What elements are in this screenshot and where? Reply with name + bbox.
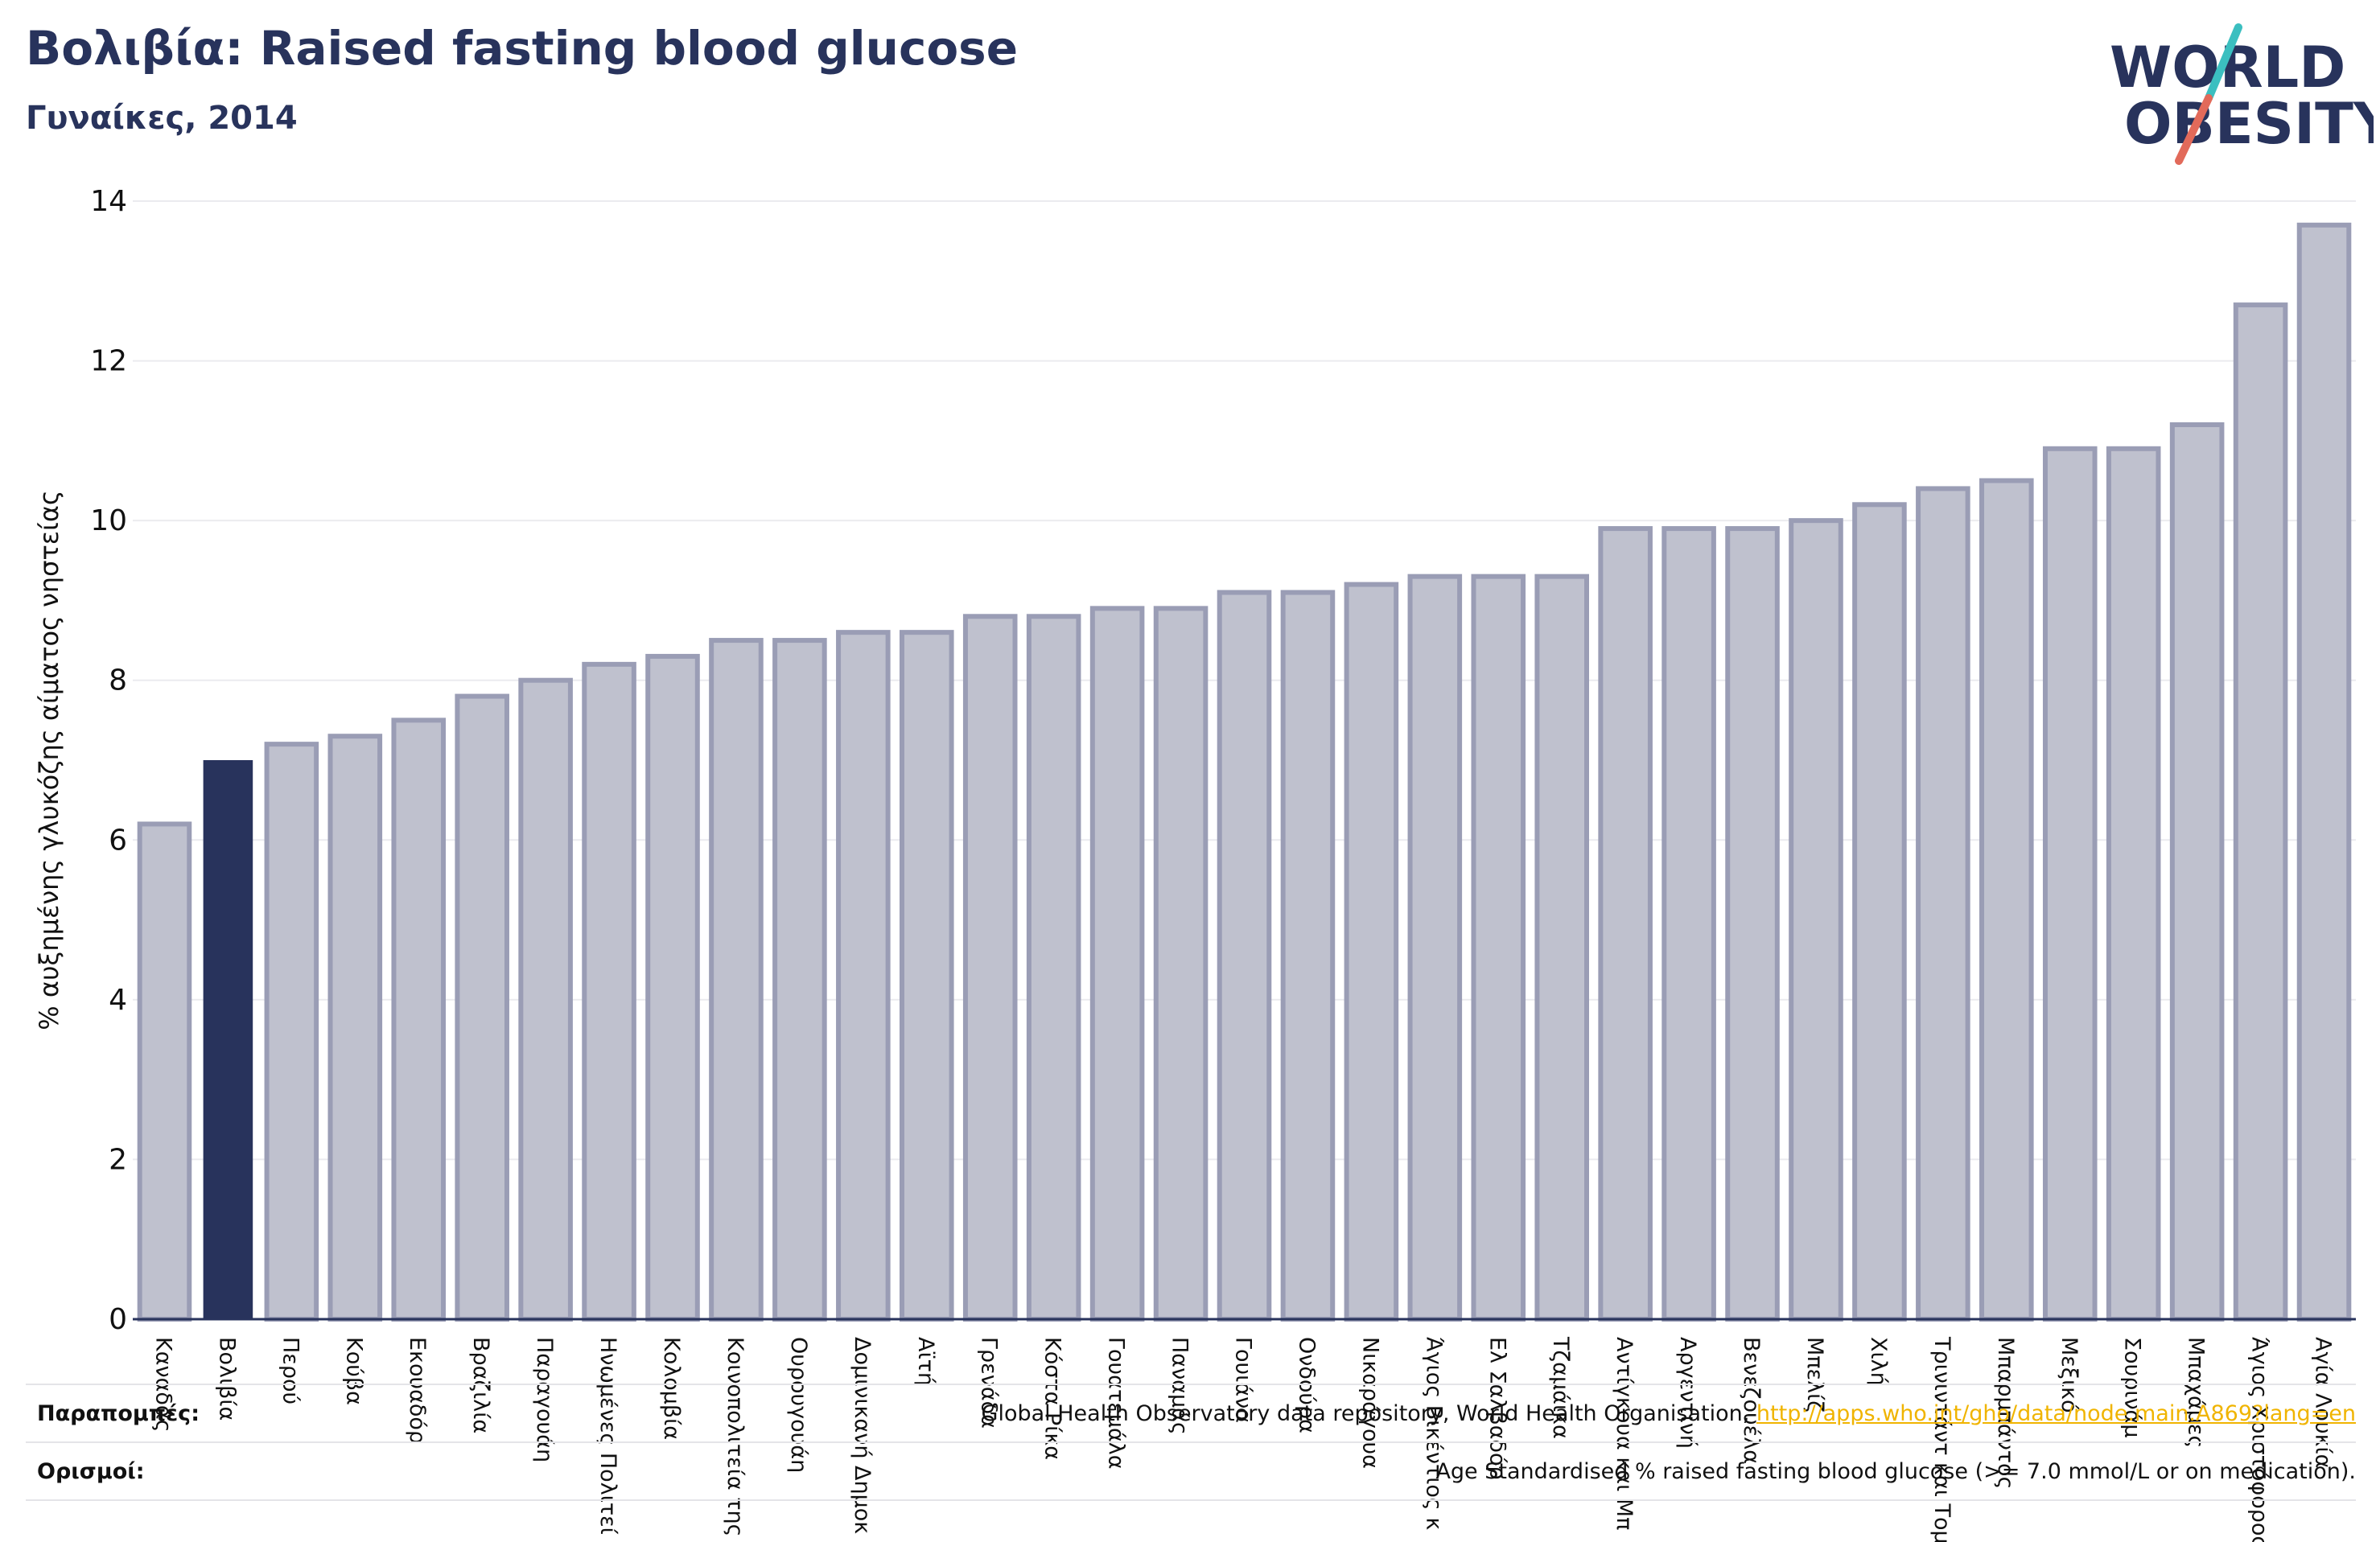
bar <box>1534 574 1590 1322</box>
x-tick-label: Περού <box>278 1337 303 1404</box>
bar <box>1661 526 1716 1322</box>
sources-label: Παραπομπές: <box>37 1401 200 1426</box>
chart-subtitle: Γυναίκες, 2014 <box>26 100 298 137</box>
x-tick-label: Αντίγκουα και Μπ <box>1612 1337 1637 1530</box>
bar <box>582 661 636 1322</box>
bar <box>836 630 891 1322</box>
x-tick-label: Μπαχάμες <box>2184 1337 2209 1448</box>
bar <box>1916 486 1970 1322</box>
bar <box>1852 502 1907 1322</box>
bar <box>899 630 954 1322</box>
logo-slash-bottom <box>2175 94 2213 165</box>
x-tick-label: Γουιάνα <box>1231 1337 1256 1423</box>
bar <box>1344 582 1399 1322</box>
bar <box>203 760 253 1319</box>
y-tick-label: 2 <box>109 1143 127 1176</box>
sources-text: Global Health Observatory data repositor… <box>981 1401 1756 1426</box>
x-tick-label: Παναμάς <box>1167 1337 1192 1435</box>
x-tick-label: Άγιος Χριστόφορος <box>2247 1337 2272 1542</box>
x-tick-label: Μπαρμπάντος <box>1993 1337 2018 1489</box>
bar <box>137 821 192 1322</box>
sources-row: Παραπομπές: Global Health Observatory da… <box>26 1384 2356 1441</box>
x-tick-label: Νικαράγουα <box>1357 1337 1382 1469</box>
x-tick-label: Κολομβία <box>659 1337 684 1440</box>
bar <box>1789 518 1843 1322</box>
bar <box>1217 590 1272 1322</box>
bar <box>2106 446 2161 1322</box>
y-tick-label: 12 <box>90 345 127 378</box>
chart-title: Βολιβία: Raised fasting blood glucose <box>26 21 1019 76</box>
bar <box>327 734 383 1322</box>
x-tick-label: Δομινικανή Δημοκ <box>850 1337 875 1534</box>
definitions-text: Age Standardised % raised fasting blood … <box>1435 1459 2356 1484</box>
bar <box>518 677 573 1322</box>
y-tick-label: 4 <box>109 984 127 1017</box>
x-tick-label: Τρινιντάντ και Τομ <box>1929 1336 1954 1542</box>
x-tick-label: Αϊτή <box>913 1337 938 1386</box>
bar <box>2169 422 2225 1322</box>
x-tick-label: Ουρουγουάη <box>786 1337 811 1473</box>
x-tick-label: Τζαμάικα <box>1548 1336 1573 1439</box>
sources-link[interactable]: http://apps.who.int/gho/data/node.main.A… <box>1756 1401 2356 1426</box>
bar <box>2233 302 2288 1322</box>
x-tick-label: Σουρινάμ <box>2120 1337 2145 1438</box>
y-tick-label: 0 <box>109 1303 127 1336</box>
bar <box>391 718 447 1322</box>
bar <box>645 653 700 1322</box>
world-obesity-logo: WORLD OBESITY <box>2110 23 2374 165</box>
bar <box>1979 478 2034 1322</box>
y-tick-label: 6 <box>109 824 127 857</box>
x-tick-label: Αργεντινή <box>1675 1337 1700 1449</box>
x-tick-label: Μπελίζ <box>1802 1337 1827 1412</box>
x-tick-label: Άγιος Βικέντιος κ <box>1421 1337 1446 1530</box>
x-tick-label: Κούβα <box>341 1337 366 1405</box>
sources-text-wrap: Global Health Observatory data repositor… <box>982 1401 2356 1426</box>
x-tick-label: Χιλή <box>1866 1337 1891 1386</box>
bar <box>455 693 509 1322</box>
x-tick-label: Βολιβία <box>214 1337 239 1421</box>
bar <box>1471 574 1526 1322</box>
definitions-label: Ορισμοί: <box>37 1459 145 1484</box>
bar <box>962 614 1018 1322</box>
bar <box>1153 606 1209 1322</box>
y-axis-label: % αυξημένης γλυκόζης αίματος νηστείας <box>34 490 64 1030</box>
bar <box>2042 446 2098 1322</box>
bar <box>1089 606 1145 1322</box>
x-tick-label: Μεξικό <box>2057 1337 2081 1413</box>
x-tick-label: Αγία Λουκία <box>2311 1337 2336 1468</box>
bar <box>1280 590 1336 1322</box>
y-tick-label: 14 <box>90 185 127 218</box>
x-tick-label: Κοινοπολιτεία της <box>723 1337 747 1536</box>
bar <box>2296 222 2352 1322</box>
bar <box>1725 526 1780 1322</box>
bar <box>1026 614 1081 1322</box>
bar <box>1407 574 1463 1322</box>
x-tick-label: Ελ Σαλβαδόρ <box>1484 1337 1509 1480</box>
x-tick-label: Ηνωμένες Πολιτεί <box>595 1337 620 1535</box>
x-tick-label: Βραζιλία <box>468 1337 493 1433</box>
x-tick-label: Γουατεμάλα <box>1104 1337 1129 1470</box>
footnotes: Παραπομπές: Global Health Observatory da… <box>26 1384 2356 1501</box>
x-tick-label: Γρενάδα <box>977 1337 1002 1429</box>
y-tick-label: 10 <box>90 504 127 537</box>
bar <box>264 742 319 1322</box>
bar <box>709 638 764 1322</box>
logo-slash-top <box>2205 23 2242 102</box>
logo-text-obesity: OBESITY <box>2124 91 2374 157</box>
x-tick-label: Εκουαδόρ <box>405 1337 430 1444</box>
bar <box>772 638 827 1322</box>
x-tick-label: Κόστα Ρίκα <box>1040 1337 1065 1460</box>
definitions-row: Ορισμοί: Age Standardised % raised fasti… <box>26 1441 2356 1501</box>
y-tick-label: 8 <box>109 664 127 697</box>
bar <box>1598 526 1653 1322</box>
